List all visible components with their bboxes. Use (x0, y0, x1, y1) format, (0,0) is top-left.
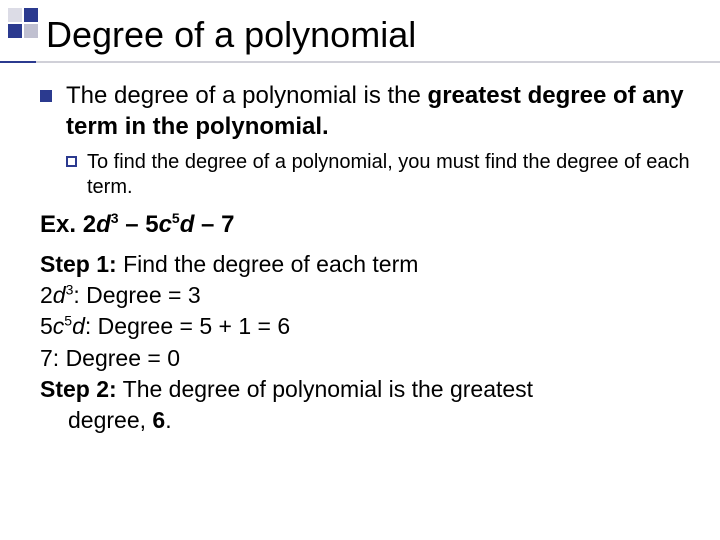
square-decor (8, 24, 22, 38)
term3-degree-line: 7: Degree = 0 (40, 343, 700, 374)
step2-line: Step 2: The degree of polynomial is the … (40, 374, 700, 405)
decorative-squares (0, 0, 40, 40)
term2-degree: : Degree = 5 + 1 = 6 (85, 313, 290, 339)
example-exp2: 5 (172, 210, 180, 226)
example-var2: c (159, 211, 172, 238)
term1-degree-line: 2d3: Degree = 3 (40, 280, 700, 311)
step2-text: The degree of polynomial is the greatest (117, 376, 533, 402)
example-exp1: 3 (111, 210, 119, 226)
term2-exp: 5 (64, 313, 72, 329)
example-var1: d (96, 211, 111, 238)
square-decor (8, 8, 22, 22)
step2-dot: . (165, 407, 171, 433)
content-area: The degree of a polynomial is the greate… (40, 80, 700, 436)
main-bullet-row: The degree of a polynomial is the greate… (40, 80, 700, 142)
term2-var1: c (53, 313, 65, 339)
square-decor (24, 24, 38, 38)
main-bullet-text: The degree of a polynomial is the greate… (66, 80, 700, 142)
bullet-text-plain: The degree of a polynomial is the (66, 82, 428, 109)
example-var3: d (180, 211, 195, 238)
hollow-square-bullet-icon (66, 156, 77, 167)
term1-var: d (53, 282, 66, 308)
term1-coef: 2 (40, 282, 53, 308)
step1-line: Step 1: Find the degree of each term (40, 249, 700, 280)
square-decor (24, 8, 38, 22)
step2-continuation: degree, 6. (40, 405, 700, 436)
example-expression: Ex. 2d3 – 5c5d – 7 (40, 210, 700, 239)
step2-cont-text: degree, (68, 407, 152, 433)
step2-label: Step 2: (40, 376, 117, 402)
example-coef1: 2 (83, 211, 96, 238)
term2-var2: d (72, 313, 85, 339)
step2-answer: 6 (152, 407, 165, 433)
step1-label: Step 1: (40, 251, 117, 277)
example-prefix: Ex. (40, 211, 83, 238)
term2-degree-line: 5c5d: Degree = 5 + 1 = 6 (40, 311, 700, 342)
term2-coef: 5 (40, 313, 53, 339)
sub-bullet-row: To find the degree of a polynomial, you … (66, 150, 700, 200)
example-part2: – 5 (119, 211, 159, 238)
page-title: Degree of a polynomial (46, 14, 416, 56)
term1-degree: : Degree = 3 (73, 282, 200, 308)
square-bullet-icon (40, 90, 52, 102)
step1-text: Find the degree of each term (117, 251, 419, 277)
title-underline (0, 61, 720, 63)
sub-bullet-text: To find the degree of a polynomial, you … (87, 150, 700, 200)
steps-block: Step 1: Find the degree of each term 2d3… (40, 249, 700, 435)
example-part3: – 7 (194, 211, 234, 238)
